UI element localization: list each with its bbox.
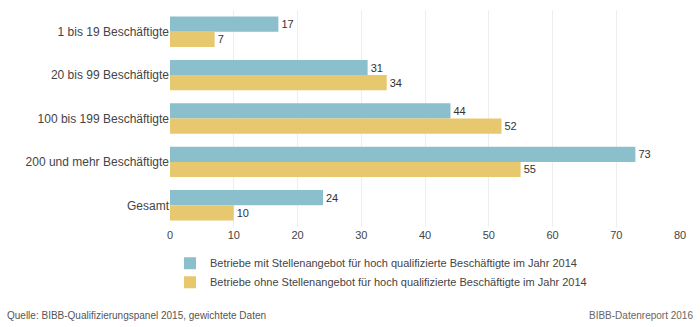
svg-text:Betriebe mit Stellenangebot fü: Betriebe mit Stellenangebot für hoch qua…: [210, 257, 577, 269]
svg-text:7: 7: [218, 33, 224, 45]
svg-text:80: 80: [674, 229, 686, 241]
svg-text:30: 30: [355, 229, 367, 241]
svg-text:0: 0: [167, 229, 173, 241]
svg-text:100 bis 199 Beschäftigte: 100 bis 199 Beschäftigte: [38, 112, 170, 126]
svg-text:40: 40: [419, 229, 431, 241]
svg-text:50: 50: [483, 229, 495, 241]
svg-text:Quelle: BIBB-Qualifizierungspa: Quelle: BIBB-Qualifizierungspanel 2015, …: [7, 310, 266, 321]
svg-text:55: 55: [524, 163, 536, 175]
svg-text:10: 10: [228, 229, 240, 241]
svg-text:20: 20: [291, 229, 303, 241]
svg-text:200 und mehr Beschäftigte: 200 und mehr Beschäftigte: [26, 155, 170, 169]
svg-text:Gesamt: Gesamt: [127, 199, 170, 213]
svg-text:Betriebe ohne Stellenangebot f: Betriebe ohne Stellenangebot für hoch qu…: [210, 276, 587, 288]
svg-text:52: 52: [505, 120, 517, 132]
svg-text:BIBB-Datenreport 2016: BIBB-Datenreport 2016: [589, 310, 693, 321]
svg-text:31: 31: [371, 62, 383, 74]
svg-text:10: 10: [237, 207, 249, 219]
svg-text:70: 70: [610, 229, 622, 241]
svg-text:24: 24: [326, 192, 338, 204]
svg-text:20 bis 99 Beschäftigte: 20 bis 99 Beschäftigte: [51, 68, 169, 82]
svg-text:34: 34: [390, 77, 402, 89]
svg-text:1 bis 19 Beschäftigte: 1 bis 19 Beschäftigte: [58, 25, 170, 39]
svg-text:17: 17: [281, 18, 293, 30]
svg-text:60: 60: [546, 229, 558, 241]
svg-text:73: 73: [638, 148, 650, 160]
svg-text:44: 44: [454, 105, 466, 117]
